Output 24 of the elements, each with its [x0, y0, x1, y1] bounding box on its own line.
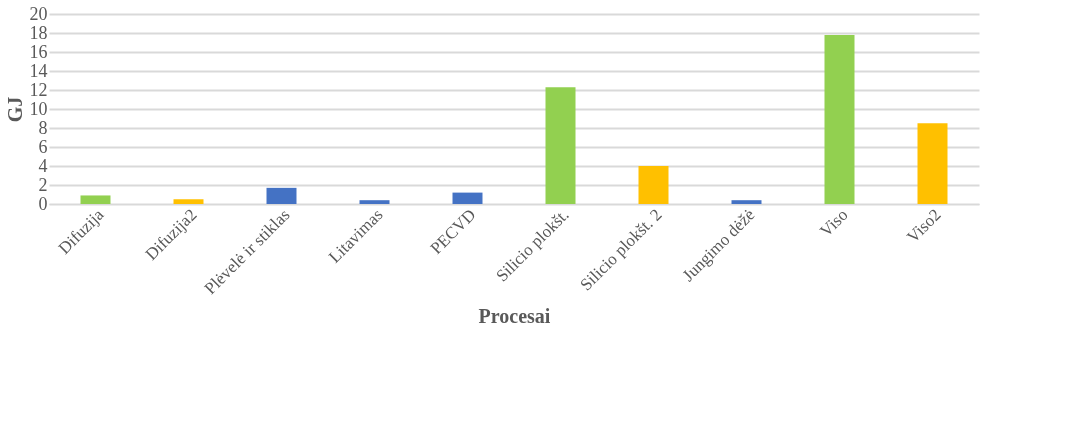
bar	[452, 192, 483, 204]
bar	[731, 200, 762, 204]
x-tick-label: Viso	[816, 205, 852, 241]
bar	[917, 123, 948, 204]
x-axis-title: Procesai	[478, 305, 551, 328]
y-tick-label: 0	[38, 193, 48, 214]
bar	[173, 199, 204, 204]
bar	[545, 87, 576, 204]
bar	[638, 166, 669, 204]
bar	[266, 187, 297, 204]
bar	[359, 200, 390, 204]
y-tick-label: 16	[29, 41, 48, 62]
y-tick-label: 4	[38, 155, 48, 176]
y-tick-label: 14	[29, 60, 48, 81]
y-tick-label: 20	[29, 3, 48, 24]
y-tick-label: 12	[29, 79, 48, 100]
y-tick-label: 10	[29, 98, 48, 119]
y-tick-label: 6	[38, 136, 48, 157]
y-tick-label: 2	[38, 174, 48, 195]
y-tick-label: 18	[29, 22, 48, 43]
y-tick-label: 8	[38, 117, 48, 138]
bar	[80, 195, 111, 204]
bar	[824, 34, 855, 204]
y-axis-title: GJ	[3, 96, 26, 123]
